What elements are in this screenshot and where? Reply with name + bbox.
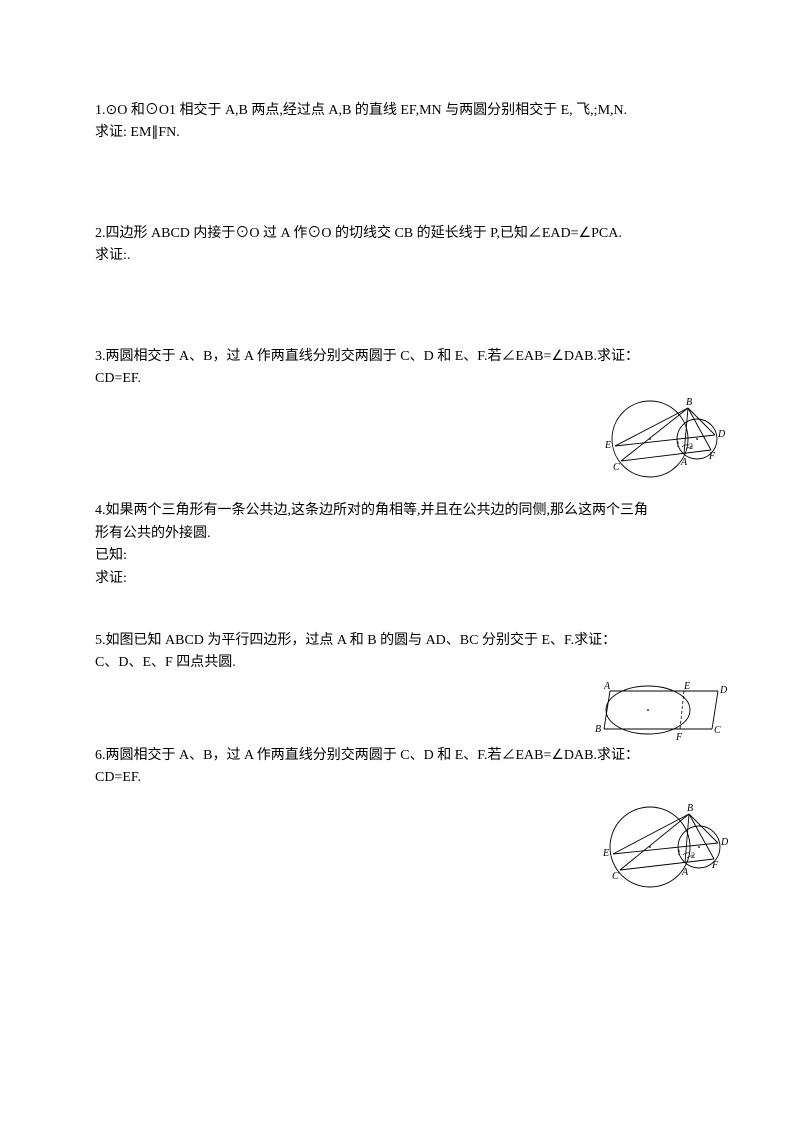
problem-3-line-1: 3.两圆相交于 A、B，过 A 作两直线分别交两圆于 C、D 和 E、F.若∠E… (95, 346, 705, 368)
label-F: F (675, 732, 683, 743)
problem-5-line-1: 5.如图已知 ABCD 为平行四边形，过点 A 和 B 的圆与 AD、BC 分别… (95, 630, 705, 652)
label-F: F (708, 451, 716, 462)
problem-4-line-3: 已知: (95, 545, 705, 567)
problem-4-line-4: 求证: (95, 568, 705, 590)
problem-3-line-2: CD=EF. (95, 368, 705, 390)
label-D: D (717, 429, 726, 440)
label-C: C (714, 725, 721, 736)
label-A: A (603, 681, 611, 692)
label-E: E (604, 440, 611, 451)
figure-3: B D F A E C 1 2 (585, 394, 735, 484)
label-1: 1 (677, 848, 681, 857)
label-1: 1 (676, 440, 680, 449)
label-E: E (602, 848, 609, 859)
label-2: 2 (691, 851, 695, 860)
label-B: B (686, 397, 692, 408)
problem-2-line-2: 求证:. (95, 245, 705, 267)
problem-6-line-2: CD=EF. (95, 767, 705, 789)
figure-6: B D F A E C 1 2 (585, 801, 735, 893)
problem-6: 6.两圆相交于 A、B，过 A 作两直线分别交两圆于 C、D 和 E、F.若∠E… (95, 745, 705, 790)
label-E: E (683, 681, 690, 692)
problem-5: 5.如图已知 ABCD 为平行四边形，过点 A 和 B 的圆与 AD、BC 分别… (95, 630, 705, 675)
label-D: D (719, 685, 728, 696)
problem-5-line-2: C、D、E、F 四点共圆. (95, 652, 705, 674)
problem-6-line-1: 6.两圆相交于 A、B，过 A 作两直线分别交两圆于 C、D 和 E、F.若∠E… (95, 745, 705, 767)
problem-1-line-1: 1.⊙O 和⊙O1 相交于 A,B 两点,经过点 A,B 的直线 EF,MN 与… (95, 100, 705, 122)
label-2: 2 (689, 442, 693, 451)
problem-4-line-1: 4.如果两个三角形有一条公共边,这条边所对的角相等,并且在公共边的同侧,那么这两… (95, 500, 705, 522)
label-C: C (612, 871, 619, 882)
label-A: A (681, 867, 689, 878)
label-C: C (613, 462, 620, 473)
problem-1: 1.⊙O 和⊙O1 相交于 A,B 两点,经过点 A,B 的直线 EF,MN 与… (95, 100, 705, 145)
label-F: F (711, 860, 719, 871)
problem-2-line-1: 2.四边形 ABCD 内接于⊙O 过 A 作⊙O 的切线交 CB 的延长线于 P… (95, 223, 705, 245)
problem-3: 3.两圆相交于 A、B，过 A 作两直线分别交两圆于 C、D 和 E、F.若∠E… (95, 346, 705, 391)
problem-1-line-2: 求证: EM∥FN. (95, 122, 705, 144)
problem-4: 4.如果两个三角形有一条公共边,这条边所对的角相等,并且在公共边的同侧,那么这两… (95, 500, 705, 590)
figure-5: A E D B F C (590, 678, 735, 743)
label-B: B (595, 724, 601, 735)
problem-2: 2.四边形 ABCD 内接于⊙O 过 A 作⊙O 的切线交 CB 的延长线于 P… (95, 223, 705, 268)
label-A: A (680, 457, 688, 468)
label-D: D (720, 837, 729, 848)
label-B: B (687, 803, 693, 814)
problem-4-line-2: 形有公共的外接圆. (95, 523, 705, 545)
